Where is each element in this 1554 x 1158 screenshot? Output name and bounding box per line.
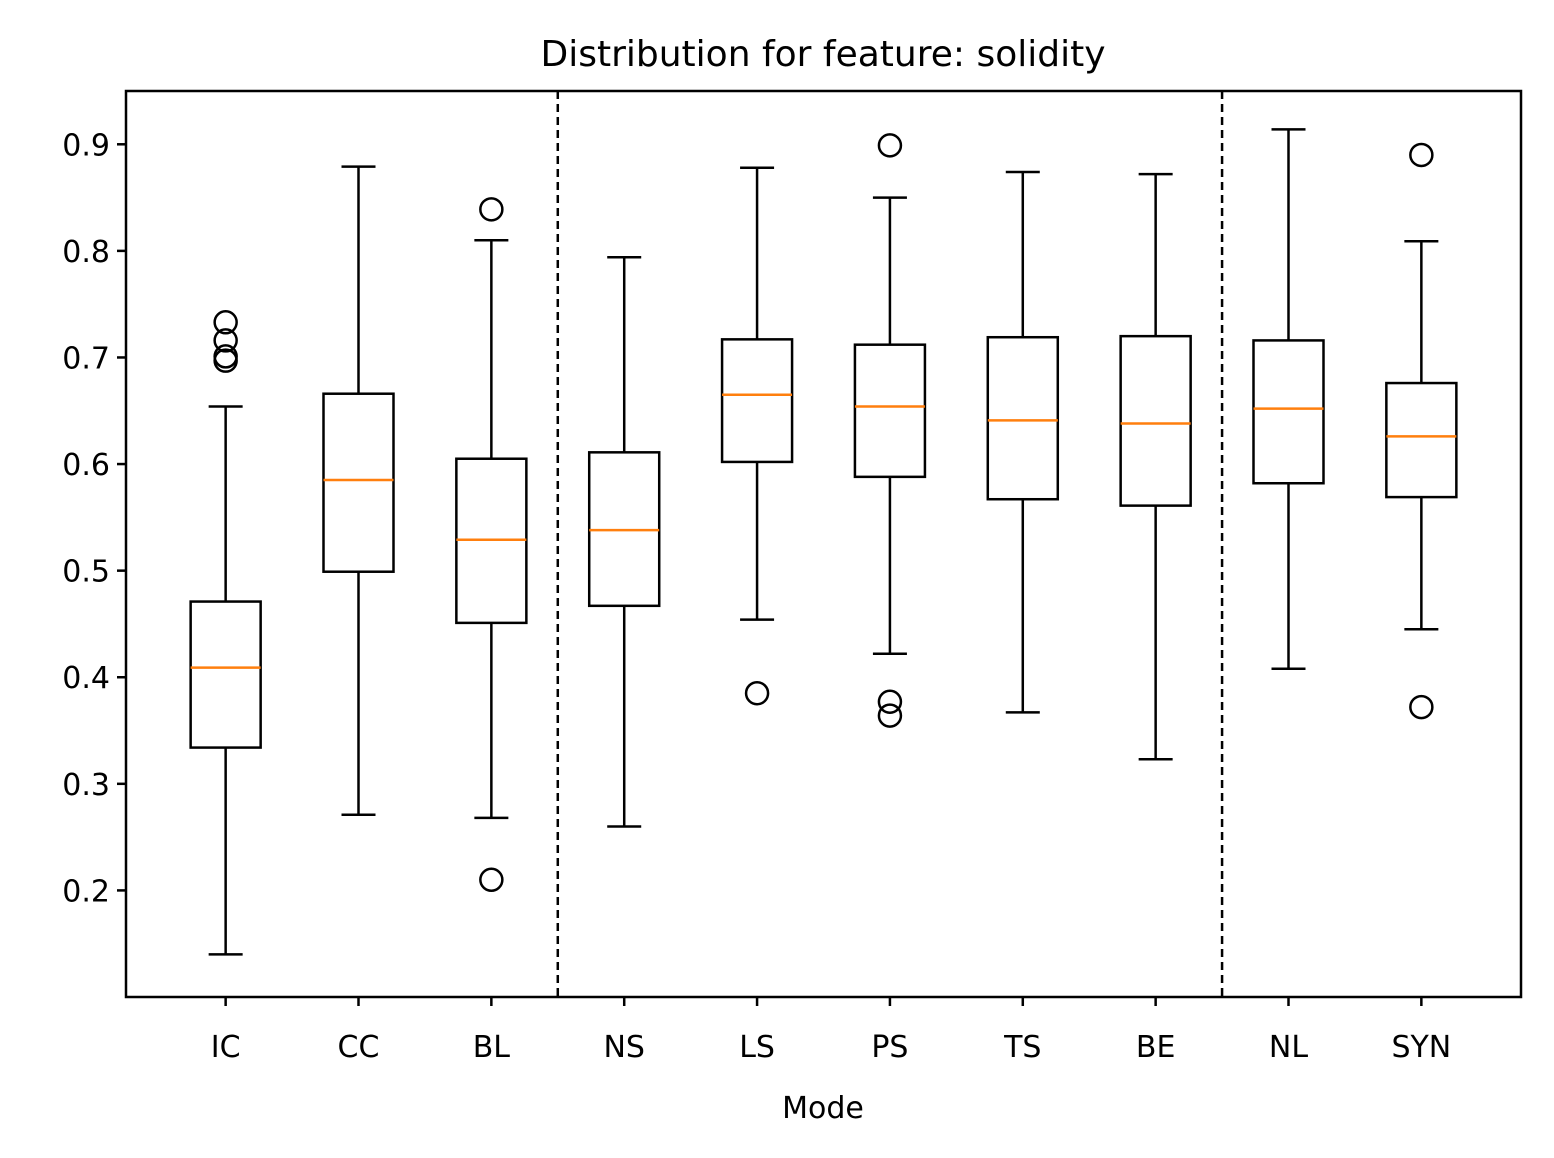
outlier-point (877, 133, 903, 158)
iqr-box (1252, 339, 1325, 485)
x-tick-label: SYN (1391, 1030, 1451, 1065)
box-ls (720, 166, 794, 706)
x-axis-label: Mode (782, 1091, 864, 1126)
outlier-point (213, 328, 238, 353)
box-be (1119, 172, 1192, 761)
box-ic (189, 310, 262, 956)
box-ns (587, 256, 661, 828)
y-tick-label: 0.4 (62, 661, 110, 696)
outlier-point (1409, 694, 1434, 720)
outlier-point (479, 867, 504, 893)
iqr-box (189, 600, 262, 749)
x-tick-label: BE (1136, 1030, 1176, 1065)
outlier-point (213, 310, 238, 335)
x-tick-label: NL (1269, 1030, 1308, 1065)
x-tick-label: PS (871, 1030, 908, 1065)
y-tick-label: 0.5 (62, 555, 110, 590)
x-tick-label: BL (473, 1030, 511, 1065)
box-cc (322, 165, 395, 816)
y-tick-label: 0.2 (62, 874, 110, 909)
box-syn (1385, 142, 1458, 720)
y-tick-label: 0.6 (62, 448, 110, 483)
x-tick-label: LS (739, 1030, 775, 1065)
plot-area (189, 91, 1458, 997)
iqr-box (1119, 334, 1192, 507)
box-bl (455, 197, 528, 893)
outlier-point (213, 348, 238, 373)
box-ps (853, 133, 927, 728)
plot-frame (124, 89, 1523, 999)
y-tick-label: 0.8 (62, 235, 110, 270)
chart-title: Distribution for feature: solidity (540, 34, 1105, 75)
x-tick-label: NS (603, 1030, 644, 1065)
iqr-box (720, 338, 794, 464)
outlier-point (877, 703, 903, 728)
iqr-box (853, 343, 927, 479)
iqr-box (322, 392, 395, 573)
outlier-point (744, 680, 770, 706)
iqr-box (1385, 381, 1458, 499)
y-tick-label: 0.3 (62, 768, 110, 803)
x-tick-label: TS (1003, 1030, 1041, 1065)
y-tick-label: 0.7 (62, 341, 110, 376)
y-tick-label: 0.9 (62, 128, 110, 163)
box-nl (1252, 128, 1325, 670)
iqr-box (986, 335, 1060, 501)
x-tick-label: CC (338, 1030, 380, 1065)
outlier-point (877, 689, 903, 715)
box-ts (986, 170, 1060, 714)
outlier-point (479, 197, 504, 222)
outlier-point (1409, 142, 1434, 168)
x-tick-label: IC (211, 1030, 241, 1065)
